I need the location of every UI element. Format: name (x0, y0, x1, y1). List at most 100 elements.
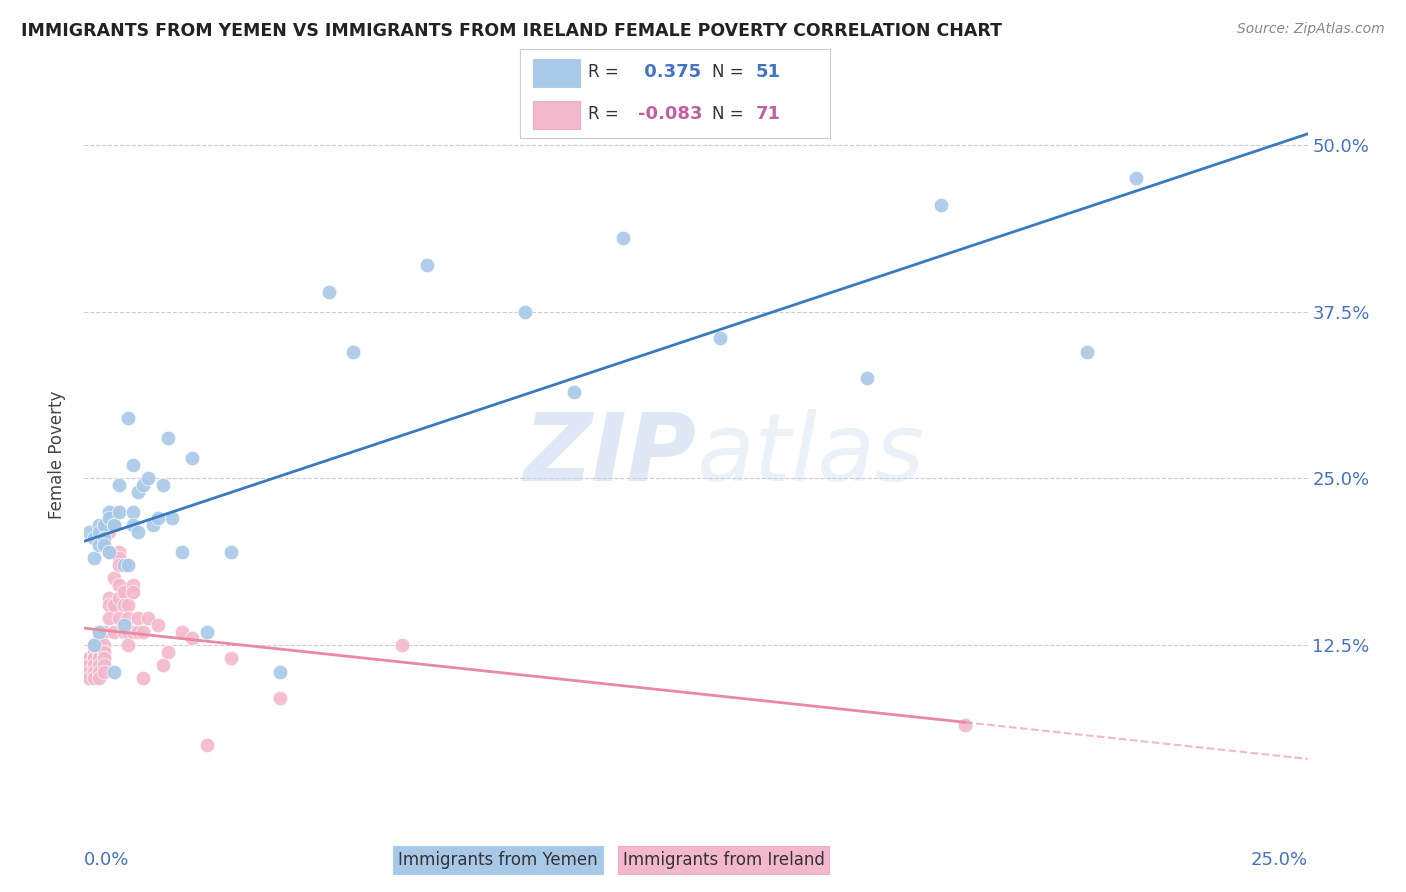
Point (112, 558, 135, 572)
Point (93, 531, 115, 545)
Y-axis label: Female Poverty: Female Poverty (48, 391, 66, 519)
Point (87, 632, 110, 646)
Point (136, 611, 159, 625)
Point (87, 538, 110, 552)
Point (97, 611, 120, 625)
Point (93, 638, 115, 652)
Point (122, 518, 145, 533)
Point (112, 618, 135, 632)
Point (127, 524, 149, 539)
Point (97, 591, 120, 606)
Point (93, 645, 115, 659)
Point (87, 651, 110, 665)
Point (127, 624, 149, 639)
Point (93, 645, 115, 659)
Point (77, 671, 100, 685)
Text: -0.083: -0.083 (638, 105, 702, 123)
Point (87, 638, 110, 652)
Point (103, 665, 125, 679)
Bar (533, 101, 581, 129)
Point (83, 651, 105, 665)
Point (93, 651, 115, 665)
Point (562, 384, 585, 399)
Point (132, 624, 155, 639)
Point (117, 411, 139, 425)
Point (132, 478, 155, 492)
Point (103, 518, 125, 533)
Point (513, 304, 536, 318)
Point (77, 651, 100, 665)
Point (97, 524, 120, 539)
Point (146, 618, 169, 632)
Point (1076, 344, 1098, 359)
Point (93, 624, 115, 639)
Point (87, 671, 110, 685)
Point (87, 658, 110, 673)
Point (77, 651, 100, 665)
Point (122, 458, 145, 472)
Text: Immigrants from Ireland: Immigrants from Ireland (623, 851, 824, 869)
Text: 0.375: 0.375 (638, 63, 700, 81)
Point (83, 645, 105, 659)
Point (103, 505, 125, 519)
Point (87, 651, 110, 665)
Point (103, 571, 125, 585)
Point (107, 478, 129, 492)
Point (112, 584, 135, 599)
Point (269, 665, 291, 679)
Text: 0.0%: 0.0% (84, 851, 129, 869)
Point (93, 651, 115, 665)
Point (77, 658, 100, 673)
Point (416, 258, 439, 272)
Point (136, 471, 159, 485)
Point (117, 638, 139, 652)
Point (83, 551, 105, 566)
Point (107, 544, 129, 558)
Point (122, 584, 145, 599)
Point (83, 531, 105, 545)
Point (83, 638, 105, 652)
Point (156, 431, 179, 445)
Bar (533, 59, 581, 87)
Point (83, 638, 105, 652)
Point (83, 658, 105, 673)
Point (112, 624, 135, 639)
Text: N =: N = (711, 63, 744, 81)
Point (103, 518, 125, 533)
Point (146, 511, 169, 525)
Text: Immigrants from Yemen: Immigrants from Yemen (398, 851, 598, 869)
Point (269, 691, 291, 706)
Text: 71: 71 (755, 105, 780, 123)
Point (172, 544, 194, 558)
Point (1125, 171, 1147, 186)
Text: 51: 51 (755, 63, 780, 81)
Point (107, 505, 129, 519)
Point (107, 558, 129, 572)
Point (856, 371, 879, 385)
Point (127, 484, 149, 499)
Point (117, 598, 139, 612)
Point (107, 578, 129, 592)
Text: IMMIGRANTS FROM YEMEN VS IMMIGRANTS FROM IRELAND FEMALE POVERTY CORRELATION CHAR: IMMIGRANTS FROM YEMEN VS IMMIGRANTS FROM… (21, 22, 1002, 40)
Point (103, 624, 125, 639)
Point (93, 658, 115, 673)
Point (112, 598, 135, 612)
Text: Source: ZipAtlas.com: Source: ZipAtlas.com (1237, 22, 1385, 37)
Point (929, 198, 952, 212)
Text: N =: N = (711, 105, 744, 123)
Point (122, 505, 145, 519)
Text: ZIP: ZIP (523, 409, 696, 501)
Point (93, 538, 115, 552)
Point (172, 624, 194, 639)
Text: R =: R = (588, 63, 619, 81)
Point (97, 544, 120, 558)
Point (156, 645, 179, 659)
Point (87, 645, 110, 659)
Point (391, 638, 413, 652)
Point (103, 598, 125, 612)
Point (318, 285, 340, 299)
Point (97, 544, 120, 558)
Point (77, 524, 100, 539)
Point (142, 518, 165, 533)
Point (93, 665, 115, 679)
